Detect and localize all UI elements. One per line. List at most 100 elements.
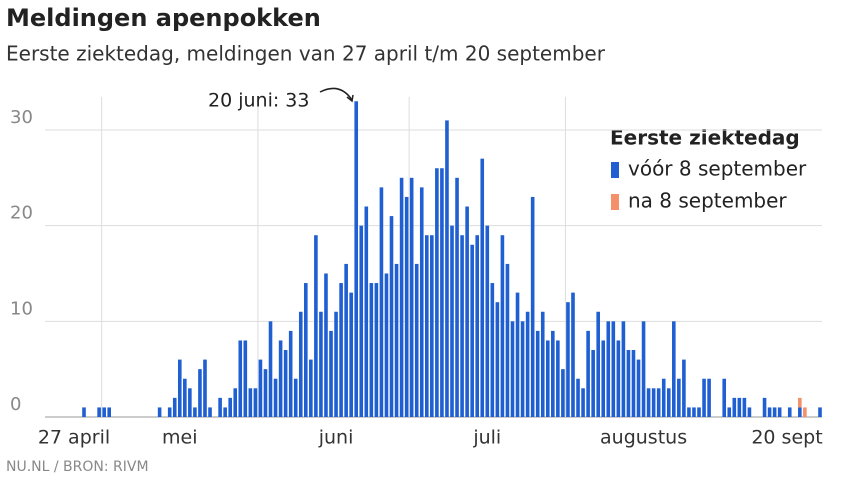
bar xyxy=(193,407,197,417)
bar xyxy=(339,283,343,417)
bar xyxy=(268,321,273,417)
bar xyxy=(314,235,318,417)
bar xyxy=(621,321,626,417)
bar xyxy=(470,244,474,417)
bar xyxy=(440,168,444,417)
bar xyxy=(167,407,172,417)
bar xyxy=(576,378,580,417)
bar xyxy=(460,235,464,417)
bar xyxy=(707,378,711,417)
x-tick-label: mei xyxy=(162,427,197,449)
bar xyxy=(646,388,651,417)
bar xyxy=(616,340,621,417)
legend-label: na 8 september xyxy=(628,189,787,213)
annotation: 20 juni: 33 xyxy=(208,90,309,112)
bar xyxy=(677,378,681,417)
bar xyxy=(263,369,268,417)
bar xyxy=(97,407,101,417)
source: NU.NL / BRON: RIVM xyxy=(6,459,149,475)
bar xyxy=(495,302,500,417)
bar xyxy=(692,407,696,417)
legend-label: vóór 8 september xyxy=(628,157,807,181)
bar xyxy=(510,321,515,417)
bar xyxy=(298,311,303,417)
bar xyxy=(581,388,585,417)
bar xyxy=(293,378,298,417)
x-tick-label: 27 april xyxy=(38,427,110,449)
bar xyxy=(278,340,283,417)
bar xyxy=(374,283,379,417)
x-tick-label: juni xyxy=(318,427,354,449)
bar xyxy=(687,407,691,417)
chart-title: Meldingen apenpokken xyxy=(6,4,321,32)
chart-subtitle: Eerste ziektedag, meldingen van 27 april… xyxy=(6,42,606,66)
bar xyxy=(606,321,611,417)
bar xyxy=(177,359,182,417)
bar xyxy=(273,378,278,417)
bar xyxy=(243,340,248,417)
bar xyxy=(661,378,666,417)
bar xyxy=(480,158,485,417)
bar xyxy=(732,397,737,417)
x-tick-label: 20 sept xyxy=(751,427,822,449)
bar xyxy=(183,378,187,417)
bar xyxy=(82,407,86,417)
bar xyxy=(525,311,530,417)
bar xyxy=(571,292,575,417)
bar xyxy=(334,311,338,417)
bar xyxy=(535,330,540,417)
bar xyxy=(389,216,394,417)
bar xyxy=(485,225,490,417)
bar xyxy=(747,407,752,417)
bar xyxy=(248,388,253,417)
bar xyxy=(475,235,480,417)
bar xyxy=(208,407,212,417)
bar xyxy=(198,369,202,417)
bar xyxy=(787,407,792,417)
bar xyxy=(319,311,323,417)
bar xyxy=(203,359,207,417)
bar xyxy=(369,283,374,417)
bar xyxy=(228,397,232,417)
bar xyxy=(435,168,439,417)
bar xyxy=(566,302,570,417)
bar xyxy=(430,235,434,417)
bar xyxy=(545,340,550,417)
bar xyxy=(490,283,495,417)
bar xyxy=(777,407,782,417)
bar xyxy=(530,196,535,417)
annotation-arrow xyxy=(319,87,353,101)
bar xyxy=(283,350,288,417)
bar xyxy=(409,177,414,417)
bar xyxy=(611,321,616,417)
bar xyxy=(656,388,661,417)
bar xyxy=(359,225,364,417)
bar xyxy=(803,407,807,417)
bar xyxy=(238,340,243,417)
bar xyxy=(520,321,525,417)
y-tick-label: 20 xyxy=(10,203,33,224)
bar xyxy=(102,407,106,417)
bar xyxy=(419,187,424,417)
bar xyxy=(404,196,409,417)
bar xyxy=(329,330,333,417)
y-tick-label: 30 xyxy=(10,107,33,128)
bar xyxy=(742,397,747,417)
bar xyxy=(157,407,162,417)
bar xyxy=(636,359,641,417)
y-tick-label: 0 xyxy=(10,394,21,415)
bar xyxy=(455,177,459,417)
bar xyxy=(737,397,742,417)
bar xyxy=(561,369,565,417)
bar xyxy=(364,206,369,417)
bar xyxy=(767,407,772,417)
bar xyxy=(727,407,732,417)
bar xyxy=(722,378,727,417)
bar xyxy=(399,177,404,417)
bar xyxy=(798,407,802,417)
bar xyxy=(702,378,706,417)
bar xyxy=(591,350,595,417)
bar xyxy=(641,321,646,417)
bar xyxy=(354,101,359,418)
